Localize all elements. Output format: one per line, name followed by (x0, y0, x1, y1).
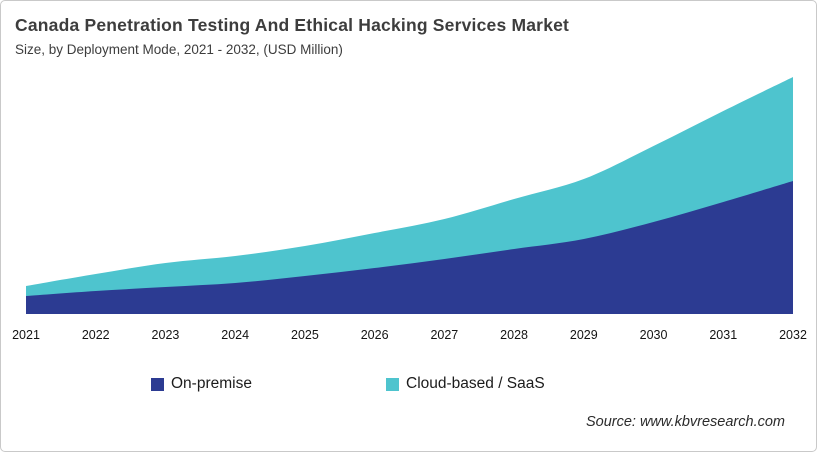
legend-label: Cloud-based / SaaS (406, 375, 545, 392)
x-axis-label-2022: 2022 (81, 328, 110, 342)
source-credit: Source: www.kbvresearch.com (585, 414, 785, 430)
legend-swatch-icon (386, 377, 399, 391)
legend: On-premise Cloud-based / SaaS (1, 375, 816, 395)
x-axis-label-2027: 2027 (430, 328, 459, 342)
x-axis: 2021 2022 2023 2024 2025 2026 2027 2028 2029 2030… (1, 328, 816, 346)
legend-item-on-premise: On-premise (151, 375, 252, 393)
x-axis-label-2021: 2021 (12, 328, 40, 342)
legend-label: On-premise (171, 375, 252, 392)
x-axis-label-2029: 2029 (569, 328, 598, 342)
legend-item-cloud-based-saas: Cloud-based / SaaS (386, 375, 545, 393)
x-axis-label-2031: 2031 (709, 328, 738, 342)
chart-title: Canada Penetration Testing And Ethical H… (15, 15, 570, 35)
area-series-on-premise (26, 181, 793, 314)
x-axis-label-2028: 2028 (500, 328, 528, 342)
x-axis-label-2032: 2032 (779, 328, 807, 342)
x-axis-label-2025: 2025 (291, 328, 319, 342)
x-axis-label-2024: 2024 (221, 328, 250, 342)
chart-subtitle: Size, by Deployment Mode, 2021 - 2032, (… (15, 42, 343, 57)
stacked-area-chart (26, 77, 793, 314)
x-axis-label-2030: 2030 (639, 328, 668, 342)
x-axis-label-2023: 2023 (151, 328, 180, 342)
x-axis-label-2026: 2026 (360, 328, 389, 342)
legend-swatch-icon (151, 377, 164, 391)
